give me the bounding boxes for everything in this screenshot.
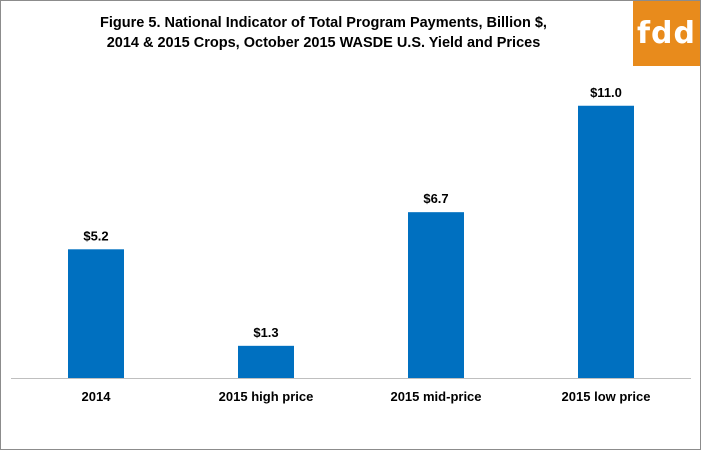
x-tick-label-0: 2014 — [82, 389, 112, 404]
data-label-2: $6.7 — [423, 191, 448, 206]
x-tick-label-2: 2015 mid-price — [390, 389, 481, 404]
data-label-3: $11.0 — [590, 85, 622, 100]
chart-title: Figure 5. National Indicator of Total Pr… — [41, 13, 606, 53]
bar-0 — [68, 249, 124, 378]
bar-1 — [238, 345, 294, 378]
bar-2 — [408, 212, 464, 378]
data-label-0: $5.2 — [83, 228, 108, 243]
fdd-logo: fdd — [633, 1, 700, 66]
bar-3 — [578, 105, 634, 378]
x-tick-label-1: 2015 high price — [219, 389, 314, 404]
chart-title-line-1: Figure 5. National Indicator of Total Pr… — [100, 15, 547, 31]
chart-title-line-2: 2014 & 2015 Crops, October 2015 WASDE U.… — [106, 35, 541, 51]
data-label-1: $1.3 — [253, 325, 278, 340]
x-tick-label-3: 2015 low price — [562, 389, 651, 404]
